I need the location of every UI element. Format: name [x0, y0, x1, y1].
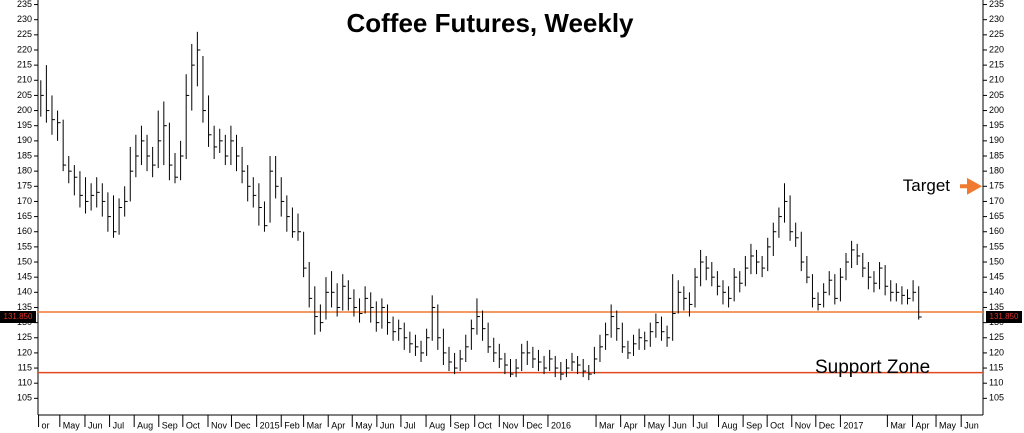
target-arrow: [960, 177, 983, 195]
y-tick-label: 165: [17, 211, 32, 221]
y-tick-label: 235: [17, 0, 32, 9]
x-tick-label: Jun: [964, 420, 979, 430]
last-price-box: [986, 311, 1022, 324]
x-tick-label: Oct: [770, 420, 785, 430]
y-tick-label: 220: [17, 44, 32, 54]
x-tick-label: Jul: [113, 420, 125, 430]
x-tick-label: Nov: [795, 420, 812, 430]
y-tick-label: 145: [17, 272, 32, 282]
support-zone-label: Support Zone: [815, 357, 930, 378]
x-tick-label: Sep: [162, 420, 178, 430]
x-tick-label: Oct: [186, 420, 201, 430]
y-tick-label: 155: [989, 241, 1004, 251]
y-tick-label: 105: [989, 393, 1004, 403]
y-tick-label: 135: [989, 302, 1004, 312]
y-tick-label: 175: [17, 181, 32, 191]
y-tick-label: 125: [17, 332, 32, 342]
x-tick-label: 2017: [843, 420, 863, 430]
x-tick-label: Oct: [478, 420, 493, 430]
y-tick-label: 105: [17, 393, 32, 403]
y-tick-label: 145: [989, 272, 1004, 282]
x-tick-label: Dec: [234, 420, 251, 430]
y-tick-label: 225: [17, 29, 32, 39]
x-tick-label: Aug: [722, 420, 738, 430]
y-tick-label: 195: [17, 120, 32, 130]
y-tick-label: 215: [989, 60, 1004, 70]
x-tick-label: or: [42, 420, 50, 430]
y-tick-label: 120: [989, 347, 1004, 357]
y-tick-label: 185: [989, 150, 1004, 160]
y-tick-label: 140: [989, 287, 1004, 297]
x-tick-label: Nov: [502, 420, 519, 430]
y-tick-label: 225: [989, 29, 1004, 39]
x-tick-label: Feb: [284, 420, 300, 430]
y-tick-label: 190: [989, 135, 1004, 145]
y-tick-label: 235: [989, 0, 1004, 9]
x-tick-label: Mar: [307, 420, 323, 430]
x-tick-label: Jun: [88, 420, 103, 430]
y-tick-label: 210: [17, 75, 32, 85]
x-tick-label: Apr: [331, 420, 345, 430]
x-tick-label: May: [648, 420, 666, 430]
y-tick-label: 125: [989, 332, 1004, 342]
target-label: Target: [903, 176, 951, 195]
x-tick-label: Dec: [819, 420, 836, 430]
x-tick-label: Apr: [624, 420, 638, 430]
y-tick-label: 215: [17, 60, 32, 70]
y-tick-label: 120: [17, 347, 32, 357]
y-tick-label: 205: [989, 90, 1004, 100]
y-tick-label: 110: [989, 378, 1003, 388]
last-price-label: 131.850: [990, 312, 1019, 321]
x-tick-label: May: [355, 420, 373, 430]
y-tick-label: 220: [989, 44, 1004, 54]
y-tick-label: 185: [17, 150, 32, 160]
x-tick-label: Nov: [211, 420, 228, 430]
x-tick-label: Jun: [380, 420, 395, 430]
y-tick-label: 170: [989, 196, 1004, 206]
y-tick-label: 230: [989, 14, 1004, 24]
y-tick-label: 140: [17, 287, 32, 297]
y-tick-label: 230: [17, 14, 32, 24]
y-tick-label: 160: [989, 226, 1004, 236]
x-tick-label: Jul: [696, 420, 708, 430]
y-tick-label: 210: [989, 75, 1004, 85]
x-tick-label: May: [939, 420, 957, 430]
x-tick-label: Sep: [746, 420, 762, 430]
x-tick-label: 2016: [551, 420, 571, 430]
y-tick-label: 150: [17, 256, 32, 266]
y-tick-label: 110: [18, 378, 32, 388]
y-tick-label: 165: [989, 211, 1004, 221]
x-tick-label: Dec: [526, 420, 543, 430]
y-tick-label: 180: [17, 166, 32, 176]
y-tick-label: 195: [989, 120, 1004, 130]
x-tick-label: Sep: [454, 420, 470, 430]
last-price-label: 131.850: [4, 312, 33, 321]
y-tick-label: 150: [989, 256, 1004, 266]
x-tick-label: Aug: [429, 420, 445, 430]
y-tick-label: 190: [17, 135, 32, 145]
y-tick-label: 170: [17, 196, 32, 206]
y-tick-label: 175: [989, 181, 1004, 191]
y-tick-label: 200: [17, 105, 32, 115]
y-tick-label: 160: [17, 226, 32, 236]
y-tick-label: 135: [17, 302, 32, 312]
x-tick-label: Mar: [599, 420, 615, 430]
last-price-box: [0, 311, 36, 324]
y-tick-label: 115: [989, 362, 1003, 372]
x-tick-label: Jul: [404, 420, 416, 430]
x-tick-label: Apr: [916, 420, 930, 430]
y-tick-label: 200: [989, 105, 1004, 115]
x-tick-label: 2015: [260, 420, 280, 430]
y-tick-label: 115: [18, 362, 32, 372]
x-tick-label: May: [63, 420, 81, 430]
x-tick-label: Jun: [672, 420, 687, 430]
x-tick-label: Mar: [890, 420, 906, 430]
y-tick-label: 180: [989, 166, 1004, 176]
y-tick-label: 155: [17, 241, 32, 251]
chart-title: Coffee Futures, Weekly: [346, 8, 634, 38]
y-tick-label: 205: [17, 90, 32, 100]
x-tick-label: Aug: [137, 420, 153, 430]
